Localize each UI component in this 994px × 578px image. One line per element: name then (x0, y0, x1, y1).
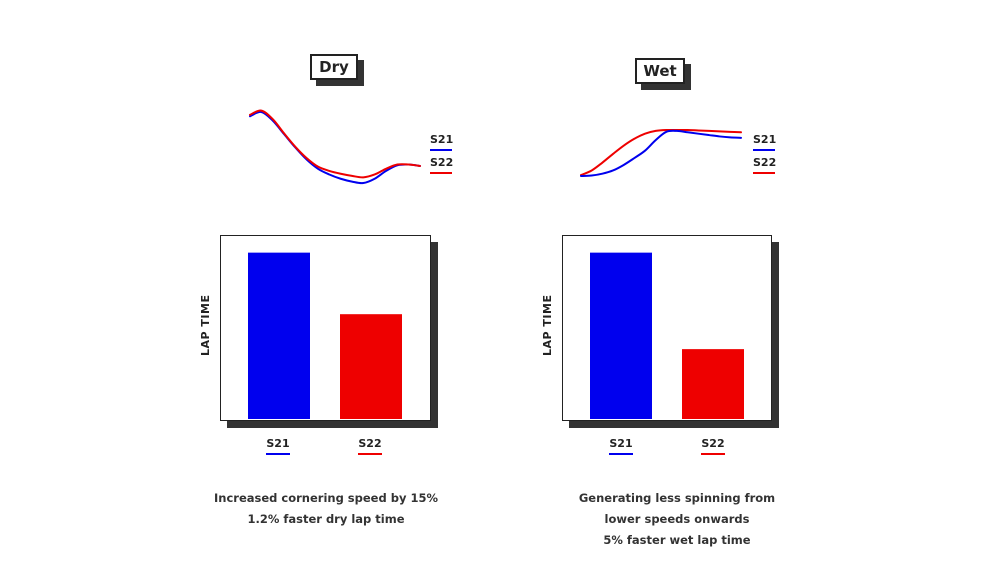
dry-title: Dry (310, 54, 358, 80)
dry-bar-frame (220, 235, 431, 421)
dry-caption-line-1: Increased cornering speed by 15% (214, 491, 438, 505)
dry-cat-s22-label: S22 (358, 437, 382, 450)
wet-legend-s21-swatch (753, 149, 775, 151)
dry-bar-chart (248, 252, 402, 419)
wet-line-s22 (580, 128, 742, 177)
wet-caption: Generating less spinning from lower spee… (527, 488, 827, 551)
dry-title-badge: Dry (310, 54, 364, 86)
wet-cat-s22-label: S22 (701, 437, 725, 450)
dry-line-s22 (249, 109, 421, 179)
dry-cat-s21-label: S21 (266, 437, 290, 450)
dry-legend-s22-swatch (430, 172, 452, 174)
wet-cat-s21-label: S21 (609, 437, 633, 450)
dry-panel: Dry S21 S22 LAP TIME S21 S22 Increased c… (176, 54, 476, 530)
wet-caption-line-2: lower speeds onwards (604, 512, 750, 526)
wet-caption-line-3: 5% faster wet lap time (603, 533, 751, 547)
dry-legend-s22-label: S22 (430, 156, 454, 169)
dry-caption: Increased cornering speed by 15% 1.2% fa… (176, 488, 476, 530)
wet-panel: Wet S21 S22 LAP TIME S21 S22 Generating … (497, 0, 994, 578)
dry-legend-s21-label: S21 (430, 133, 454, 146)
wet-bar-s21 (590, 252, 652, 419)
dry-cat-s21: S21 (260, 437, 296, 455)
wet-legend-s21: S21 (753, 133, 777, 151)
dry-cat-s22: S22 (352, 437, 388, 455)
wet-line-s21 (580, 129, 742, 177)
wet-legend-s22: S22 (753, 156, 777, 174)
wet-cat-s21: S21 (603, 437, 639, 455)
dry-cat-s21-swatch (266, 453, 290, 455)
dry-bar-s22 (340, 314, 402, 419)
wet-bar-s22 (682, 349, 744, 419)
dry-line-chart (249, 109, 421, 185)
wet-bar-frame (562, 235, 772, 421)
wet-title-badge: Wet (635, 58, 691, 90)
wet-legend-s22-label: S22 (753, 156, 777, 169)
wet-ylabel: LAP TIME (541, 294, 554, 356)
dry-bar-s21 (248, 252, 310, 419)
dry-caption-line-2: 1.2% faster dry lap time (247, 512, 405, 526)
dry-legend-s22: S22 (430, 156, 454, 174)
wet-legend-s22-swatch (753, 172, 775, 174)
wet-legend-s21-label: S21 (753, 133, 777, 146)
wet-cat-s21-swatch (609, 453, 633, 455)
wet-bar-chart (590, 252, 744, 419)
wet-cat-s22-swatch (701, 453, 725, 455)
wet-line-chart (580, 128, 742, 177)
wet-caption-line-1: Generating less spinning from (578, 491, 776, 505)
dry-legend-s21: S21 (430, 133, 454, 151)
dry-legend-s21-swatch (430, 149, 452, 151)
wet-title: Wet (635, 58, 685, 84)
wet-cat-s22: S22 (695, 437, 731, 455)
dry-cat-s22-swatch (358, 453, 382, 455)
dry-ylabel: LAP TIME (199, 294, 212, 356)
